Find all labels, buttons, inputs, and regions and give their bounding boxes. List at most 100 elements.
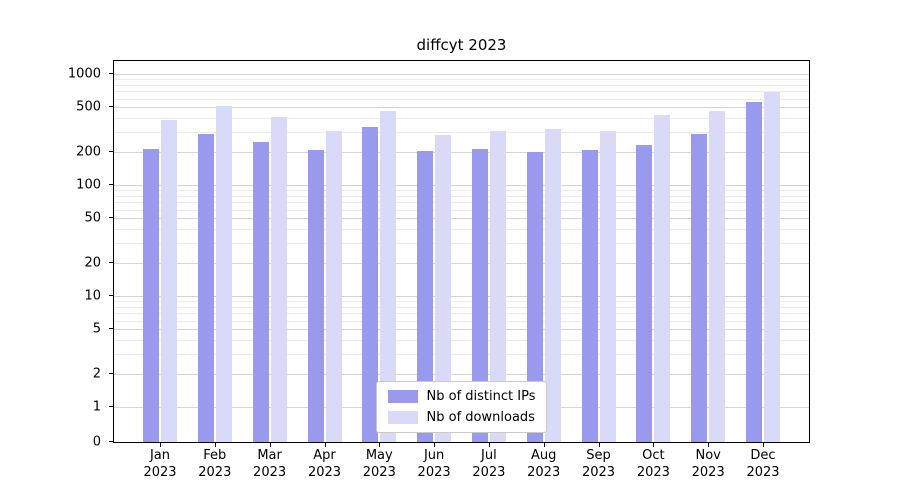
- gridline: [114, 195, 809, 197]
- bar-distinct-ips-sep: [581, 150, 598, 442]
- x-tick-mark: [214, 443, 216, 447]
- x-tick-label: Jan 2023: [143, 448, 177, 480]
- y-tick-mark: [109, 406, 113, 407]
- y-tick-label: 500: [76, 99, 101, 115]
- bar-downloads-dec: [764, 91, 780, 442]
- bar-distinct-ips-dec: [746, 102, 762, 442]
- x-axis-tick-labels: Jan 2023 Feb 2023 Mar 2023 Apr 2023 May 2023 Jun 20…: [113, 443, 810, 491]
- legend-label-distinct-ips: Nb of distinct IPs: [426, 389, 536, 404]
- x-tick-label: Oct 2023: [636, 448, 670, 480]
- gridline: [114, 74, 809, 75]
- x-tick-mark: [708, 443, 710, 447]
- gridline: [114, 243, 809, 244]
- bar-distinct-ips-jun: [417, 151, 434, 442]
- gridline: [114, 262, 809, 264]
- x-tick-mark: [543, 443, 545, 447]
- gridline: [114, 132, 809, 133]
- y-tick-label: 1000: [67, 66, 101, 82]
- gridline: [114, 98, 809, 100]
- legend-swatch-downloads: [387, 411, 418, 424]
- x-tick-label: Mar 2023: [253, 448, 287, 480]
- y-tick-mark: [109, 441, 113, 442]
- bar-downloads-aug: [544, 128, 561, 442]
- bar-distinct-ips-jul: [471, 148, 488, 442]
- gridline: [114, 185, 809, 186]
- gridline: [114, 190, 809, 192]
- bar-distinct-ips-oct: [636, 144, 653, 442]
- y-tick-mark: [109, 73, 113, 74]
- gridline: [114, 320, 809, 322]
- bar-distinct-ips-jan: [143, 148, 159, 442]
- x-tick-label: Jul 2023: [472, 448, 506, 480]
- gridline: [114, 340, 809, 342]
- bar-downloads-oct: [654, 114, 671, 442]
- y-tick-label: 50: [84, 210, 101, 226]
- bar-distinct-ips-nov: [691, 133, 708, 442]
- legend: Nb of distinct IPs Nb of downloads: [375, 381, 548, 433]
- gridline: [114, 84, 809, 86]
- gridline: [114, 91, 809, 93]
- gridline: [114, 373, 809, 375]
- gridline: [114, 354, 809, 355]
- x-tick-label: Sep 2023: [581, 448, 616, 480]
- y-tick-label: 100: [76, 177, 101, 193]
- y-tick-mark: [109, 295, 113, 296]
- gridline: [114, 118, 809, 120]
- y-tick-label: 5: [92, 321, 101, 337]
- bar-downloads-mar: [270, 116, 287, 442]
- bar-downloads-jun: [435, 135, 452, 442]
- bar-distinct-ips-aug: [526, 152, 543, 442]
- x-tick-mark: [763, 443, 764, 447]
- y-tick-label: 1: [92, 399, 101, 415]
- x-tick-mark: [324, 443, 326, 447]
- gridline: [114, 229, 809, 231]
- legend-item-distinct-ips: Nb of distinct IPs: [387, 389, 536, 404]
- x-tick-mark: [379, 443, 381, 447]
- x-tick-mark: [598, 443, 600, 447]
- gridline: [114, 301, 809, 303]
- bar-downloads-may: [380, 110, 397, 442]
- legend-swatch-distinct-ips: [387, 390, 418, 403]
- y-tick-mark: [109, 184, 113, 185]
- x-tick-mark: [434, 443, 436, 447]
- bar-downloads-feb: [215, 105, 232, 442]
- x-tick-label: Apr 2023: [307, 448, 342, 480]
- bar-distinct-ips-may: [362, 127, 379, 442]
- y-tick-label: 10: [84, 288, 101, 304]
- bar-downloads-apr: [325, 130, 342, 442]
- legend-label-downloads: Nb of downloads: [426, 410, 535, 425]
- y-tick-mark: [109, 261, 113, 263]
- x-tick-mark: [269, 443, 271, 447]
- legend-item-downloads: Nb of downloads: [387, 410, 536, 425]
- x-tick-label: Feb 2023: [198, 448, 232, 480]
- y-tick-label: 2: [92, 366, 101, 382]
- x-tick-label: Jun 2023: [417, 448, 451, 480]
- gridline: [114, 79, 809, 81]
- x-tick-label: Aug 2023: [527, 448, 561, 480]
- gridline: [114, 107, 809, 109]
- gridline: [114, 151, 809, 153]
- y-axis-tick-labels: 0 1 2 5 10 20 50 100 200 500 1000: [56, 60, 113, 450]
- bar-downloads-jul: [489, 131, 506, 442]
- gridline: [114, 218, 809, 220]
- x-tick-label: Nov 2023: [691, 448, 725, 480]
- x-tick-label: Dec 2023: [746, 448, 780, 480]
- gridline: [114, 329, 809, 331]
- bar-distinct-ips-mar: [252, 142, 269, 442]
- y-tick-mark: [109, 328, 113, 330]
- gridline: [114, 296, 809, 297]
- gridline: [114, 306, 809, 308]
- y-tick-label: 20: [84, 255, 101, 271]
- bar-distinct-ips-apr: [307, 150, 324, 442]
- x-tick-mark: [653, 443, 655, 447]
- y-tick-mark: [109, 106, 113, 108]
- x-tick-mark: [160, 443, 161, 447]
- bar-distinct-ips-feb: [197, 133, 214, 442]
- chart-title: diffcyt 2023: [416, 36, 507, 54]
- x-tick-mark: [488, 443, 490, 447]
- bar-downloads-jan: [161, 119, 177, 442]
- bar-downloads-nov: [709, 110, 726, 442]
- gridline: [114, 209, 809, 211]
- y-tick-label: 200: [76, 144, 101, 160]
